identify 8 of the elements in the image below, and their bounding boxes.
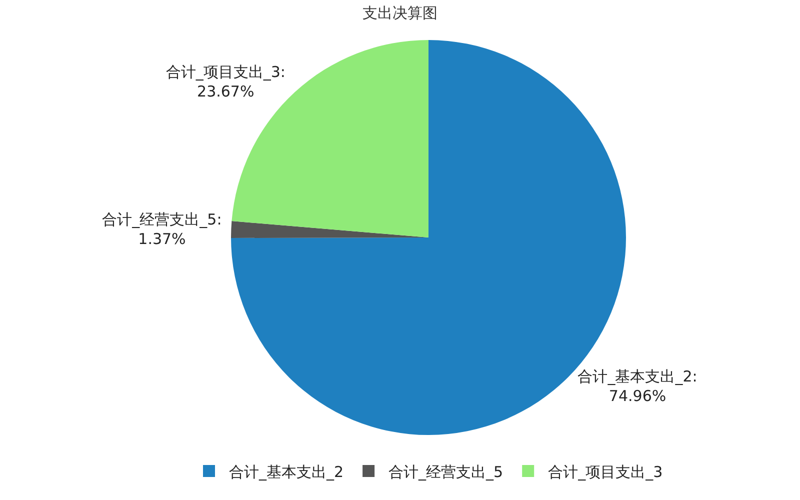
data-label: 合计_经营支出_5: 1.37%: [102, 210, 222, 248]
legend-label: 合计_经营支出_5: [388, 462, 504, 481]
chart-title: 支出决算图: [362, 4, 438, 22]
data-label: 合计_项目支出_3: 23.67%: [166, 63, 286, 101]
legend-label: 合计_项目支出_3: [548, 462, 663, 481]
legend-label: 合计_基本支出_2: [229, 462, 344, 481]
data-label: 合计_基本支出_2: 74.96%: [578, 368, 698, 406]
pie-slice: [231, 221, 428, 238]
